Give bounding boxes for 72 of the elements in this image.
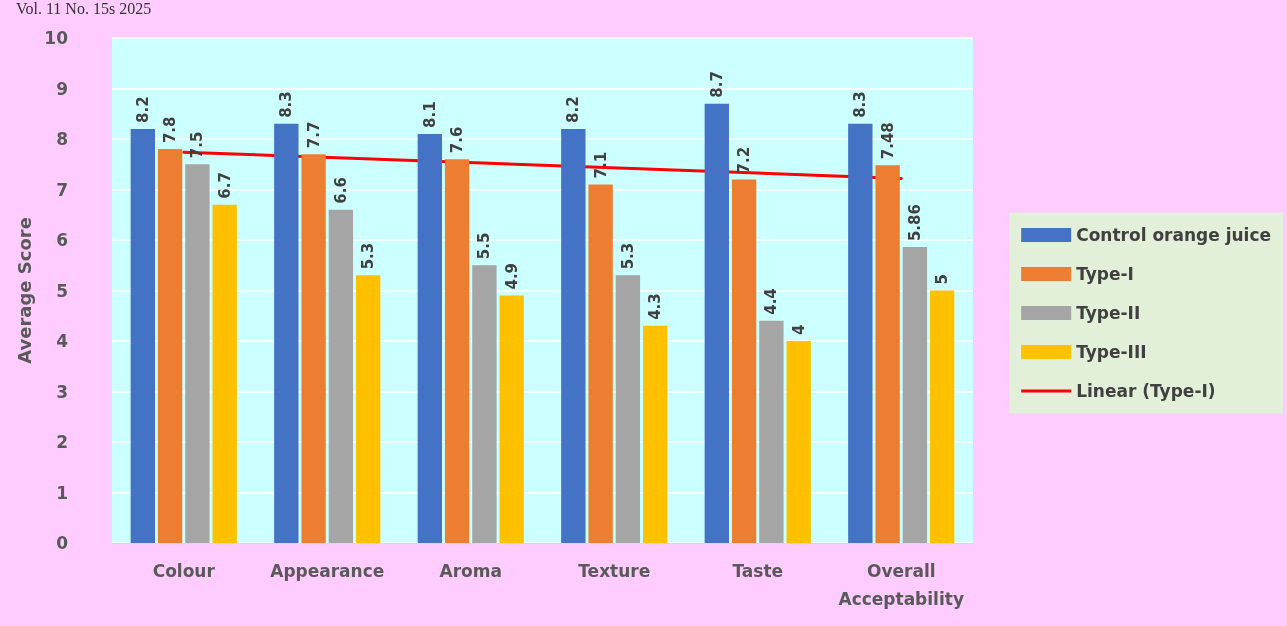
- data-label: 8.3: [277, 91, 296, 118]
- data-label: 7.6: [448, 126, 467, 154]
- bar: [615, 275, 641, 543]
- bar: [875, 165, 900, 543]
- bar: [355, 275, 381, 543]
- bar: [472, 265, 497, 543]
- legend-label: Type-I: [1076, 264, 1134, 284]
- bar: [417, 133, 443, 543]
- data-label: 5.3: [618, 242, 637, 270]
- bar: [848, 123, 873, 543]
- data-label: 8.2: [133, 96, 152, 123]
- data-label: 5.86: [905, 204, 924, 242]
- y-tick-label: 10: [44, 28, 69, 48]
- bar: [185, 164, 210, 543]
- bar: [274, 123, 299, 543]
- bar: [157, 149, 183, 543]
- data-label: 7.2: [735, 146, 754, 174]
- bar: [759, 320, 784, 543]
- bar: [444, 159, 470, 543]
- text: Vol. 11 No. 15s 2025: [16, 0, 152, 18]
- x-tick-label: Aroma: [439, 561, 502, 581]
- data-label: 5.3: [359, 242, 378, 270]
- data-label: 7.5: [188, 131, 207, 159]
- data-label: 4.9: [502, 262, 521, 290]
- y-tick-label: 5: [56, 280, 68, 301]
- data-label: 4: [789, 324, 808, 335]
- data-label: 4.4: [762, 288, 781, 315]
- y-tick-label: 7: [56, 179, 68, 200]
- y-tick-label: 3: [56, 381, 68, 402]
- bar: [902, 247, 928, 543]
- data-label: 6.7: [215, 172, 234, 199]
- x-tick-label: Colour: [152, 561, 216, 581]
- legend-label: Linear (Type-I): [1076, 381, 1216, 401]
- y-tick-label: 9: [56, 78, 68, 99]
- data-label: 8.7: [707, 71, 726, 98]
- bar: [328, 209, 354, 543]
- y-tick-label: 1: [56, 482, 68, 503]
- y-tick-label: 0: [56, 533, 69, 553]
- data-label: 5.5: [475, 232, 494, 260]
- bar: [642, 325, 668, 543]
- bar: [929, 290, 955, 543]
- bar: [301, 154, 326, 543]
- y-axis-title: Average Score: [13, 217, 35, 364]
- x-tick-label: Appearance: [270, 561, 385, 581]
- data-label: 5: [933, 274, 952, 285]
- data-label: 7.1: [591, 151, 610, 179]
- y-tick-label: 8: [56, 129, 68, 149]
- bar: [786, 341, 811, 543]
- legend-label: Type-II: [1076, 303, 1141, 323]
- data-label: 7.8: [161, 116, 180, 144]
- legend-label: Control orange juice: [1076, 225, 1271, 245]
- bar: [212, 204, 237, 543]
- x-tick-label: Texture: [578, 561, 651, 581]
- bar: [731, 179, 757, 543]
- bar: [130, 128, 156, 543]
- x-tick-label: Overall Acceptability: [838, 561, 964, 609]
- y-tick-label: 2: [56, 432, 68, 452]
- data-label: 8.2: [564, 96, 583, 123]
- bar: [704, 103, 730, 543]
- data-label: 4.3: [646, 293, 665, 320]
- data-label: 7.7: [304, 121, 323, 149]
- data-label: 7.48: [878, 122, 897, 160]
- data-label: 8.1: [420, 101, 439, 128]
- y-tick-label: 6: [56, 230, 68, 250]
- bar: [588, 184, 613, 543]
- x-tick-label: Taste: [732, 561, 784, 581]
- data-label: 6.6: [331, 177, 350, 204]
- bar: [561, 128, 586, 543]
- data-label: 8.3: [851, 91, 870, 118]
- y-tick-label: 4: [56, 331, 69, 351]
- bar: [499, 295, 524, 543]
- legend-label: Type-III: [1076, 342, 1147, 362]
